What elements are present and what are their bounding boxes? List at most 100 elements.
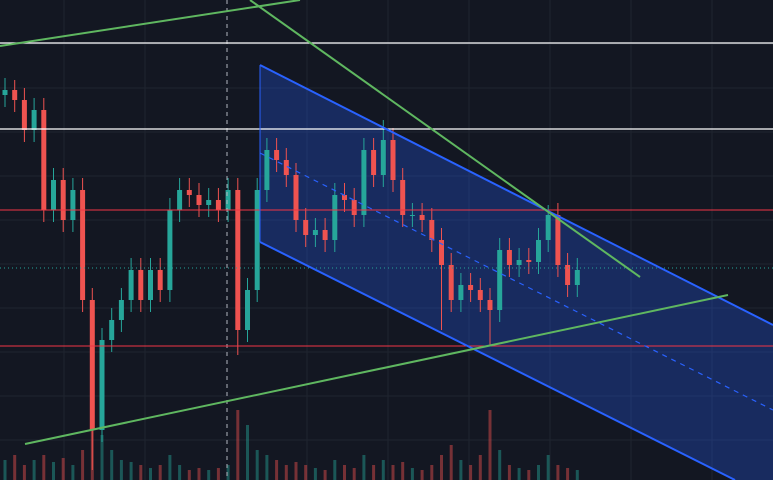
volume-bar <box>575 470 579 480</box>
candle-body <box>225 190 231 210</box>
volume-bar <box>216 468 220 480</box>
volume-bar <box>178 465 182 480</box>
volume-bar <box>61 458 65 480</box>
volume-bar <box>110 450 114 480</box>
candle-body <box>448 265 454 300</box>
volume-bar <box>275 460 279 480</box>
candle-body <box>31 110 37 130</box>
volume-bar <box>304 465 308 480</box>
candle-body <box>206 200 212 205</box>
candle-body <box>574 270 580 285</box>
candle-body <box>526 260 532 262</box>
volume-bar <box>488 410 492 480</box>
candle-body <box>177 190 183 210</box>
trend-line <box>249 0 641 278</box>
candle-body <box>536 240 541 262</box>
trend-line <box>24 294 729 445</box>
volume-bar <box>71 465 75 480</box>
volume-bar <box>187 470 191 480</box>
volume-bar <box>556 465 560 480</box>
candle-body <box>351 200 357 215</box>
candle-body <box>458 285 464 300</box>
volume-bar <box>149 468 152 480</box>
candle-body <box>99 340 105 430</box>
volume-bar <box>410 468 414 480</box>
candle-body <box>215 200 221 210</box>
volume-bar <box>197 468 201 480</box>
volume-bar <box>449 445 453 480</box>
volume-bar <box>459 460 463 480</box>
candle-body <box>89 300 95 430</box>
candle-body <box>235 190 241 330</box>
candle-body <box>41 110 47 210</box>
candle-body <box>545 215 551 240</box>
volume-bar <box>420 470 424 480</box>
candle-body <box>109 320 115 340</box>
candle-layer <box>2 78 580 470</box>
volume-bar <box>158 465 162 480</box>
candle-body <box>468 285 474 290</box>
channel-fill <box>260 65 773 480</box>
volume-bar <box>566 468 570 480</box>
volume-bar <box>255 450 259 480</box>
candle-body <box>80 190 86 300</box>
volume-bar <box>265 455 269 480</box>
volume-bar <box>343 465 346 480</box>
volume-bar <box>313 468 317 480</box>
candle-body <box>254 190 260 290</box>
volume-bar <box>207 470 211 480</box>
volume-bar <box>478 455 482 480</box>
candle-body <box>400 180 406 215</box>
candle-body <box>128 270 134 300</box>
candle-body <box>118 300 124 320</box>
candle-body <box>283 160 289 175</box>
candle-body <box>264 150 270 190</box>
volume-bar <box>22 465 26 480</box>
volume-bar <box>527 470 531 480</box>
volume-bar <box>440 455 443 480</box>
volume-bar <box>236 410 240 480</box>
channel-upper <box>259 64 773 326</box>
volume-bar <box>469 465 473 480</box>
candle-body <box>332 195 338 240</box>
volume-bar <box>129 462 133 480</box>
candle-body <box>361 150 367 215</box>
volume-bar <box>42 455 46 480</box>
candle-body <box>409 215 415 216</box>
volume-bar <box>391 465 395 480</box>
candle-body <box>157 270 163 290</box>
volume-bar <box>498 450 502 480</box>
candle-body <box>497 250 503 310</box>
candle-body <box>274 150 280 160</box>
volume-bar <box>537 465 540 480</box>
volume-bar <box>430 465 434 480</box>
candle-body <box>506 250 512 265</box>
volume-bar <box>507 465 511 480</box>
candle-body <box>516 260 522 265</box>
candle-body <box>293 175 299 220</box>
candle-body <box>60 180 66 220</box>
channel-lower <box>259 241 736 480</box>
volume-bar <box>546 455 550 480</box>
candle-body <box>342 195 347 200</box>
candle-body <box>555 215 561 265</box>
volume-bar <box>294 462 298 480</box>
candle-body <box>186 190 192 195</box>
volume-bar <box>226 465 230 480</box>
candle-body <box>322 230 328 240</box>
candle-body <box>167 210 173 290</box>
volume-bar <box>52 462 55 480</box>
volume-bar <box>81 450 85 480</box>
candle-body <box>380 140 386 175</box>
candle-body <box>245 290 250 330</box>
volume-bar <box>381 460 385 480</box>
volume-bar <box>32 460 36 480</box>
candle-body <box>51 180 56 210</box>
candle-body <box>477 290 483 300</box>
candle-body <box>70 190 76 220</box>
volume-bar <box>517 468 521 480</box>
volume-bar <box>401 462 405 480</box>
